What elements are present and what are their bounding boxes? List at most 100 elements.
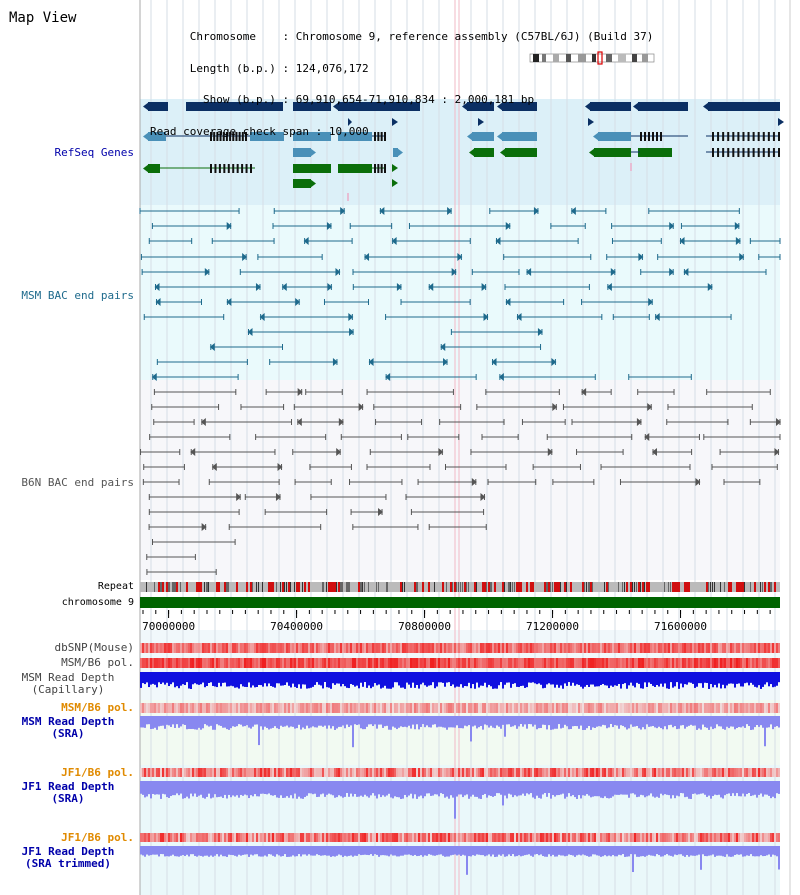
repeat-element bbox=[294, 582, 295, 592]
dbsnp-strip bbox=[588, 643, 590, 653]
track-label-msm-depth-sra[interactable]: MSM Read Depth (SRA) bbox=[2, 716, 134, 740]
msm-bac-pair-arrow bbox=[498, 373, 504, 381]
jf1-depth-sra-bar bbox=[228, 781, 230, 795]
dbsnp-strip bbox=[186, 643, 188, 653]
dbsnp-strip bbox=[154, 643, 156, 653]
jf1-depth-sra-bar bbox=[366, 781, 368, 797]
msm-b6-pol-strip-2 bbox=[362, 703, 364, 713]
track-label-msm-b6-pol-2[interactable]: MSM/B6 pol. bbox=[61, 701, 134, 714]
track-label-jf1-pol-2[interactable]: JF1/B6 pol. bbox=[61, 831, 134, 844]
msm-bac-pair-arrow bbox=[295, 298, 301, 306]
msm-depth-sra-bar bbox=[370, 716, 372, 725]
msm-b6-pol-strip bbox=[354, 658, 356, 668]
gene-exon-tick bbox=[229, 132, 232, 141]
msm-b6-pol-strip-2 bbox=[548, 703, 550, 713]
track-label-jf1-depth-trimmed[interactable]: JF1 Read Depth (SRA trimmed) bbox=[2, 846, 134, 870]
dbsnp-strip bbox=[506, 643, 508, 653]
msm-depth-sra-bar bbox=[752, 716, 754, 730]
jf1-b6-pol-strip-2 bbox=[656, 833, 658, 842]
jf1-b6-pol-strip bbox=[218, 768, 220, 777]
msm-b6-pol-strip bbox=[778, 658, 780, 668]
track-label-msm-depth-capillary[interactable]: MSM Read Depth (Capillary) bbox=[2, 672, 134, 696]
jf1-depth-trimmed-bar bbox=[722, 846, 724, 857]
jf1-b6-pol-strip bbox=[746, 768, 748, 777]
jf1-depth-sra-bar bbox=[268, 781, 270, 794]
repeat-element bbox=[454, 582, 456, 592]
msm-b6-pol-strip bbox=[350, 658, 352, 668]
repeat-element bbox=[494, 582, 496, 592]
msm-depth-capillary-bar bbox=[528, 672, 530, 683]
jf1-b6-pol-strip-2 bbox=[468, 833, 470, 842]
msm-b6-pol-strip bbox=[600, 658, 602, 668]
ideogram-band bbox=[606, 54, 612, 62]
msm-depth-capillary-bar bbox=[686, 672, 688, 685]
jf1-depth-sra-bar bbox=[712, 781, 714, 797]
track-label-msm-bac[interactable]: MSM BAC end pairs bbox=[21, 289, 134, 302]
track-label-jf1-pol-1[interactable]: JF1/B6 pol. bbox=[61, 766, 134, 779]
msm-b6-pol-strip-2 bbox=[336, 703, 338, 713]
track-label-refseq[interactable]: RefSeq Genes bbox=[54, 146, 134, 159]
msm-b6-pol-strip-2 bbox=[226, 703, 228, 713]
msm-b6-pol-strip-2 bbox=[378, 703, 380, 713]
jf1-b6-pol-strip-2 bbox=[446, 833, 448, 842]
msm-depth-sra-bar bbox=[332, 716, 334, 727]
dbsnp-strip bbox=[542, 643, 544, 653]
jf1-depth-sra-bar bbox=[656, 781, 658, 797]
jf1-depth-trimmed-bar bbox=[696, 846, 698, 856]
dbsnp-strip bbox=[470, 643, 472, 653]
jf1-depth-trimmed-bar bbox=[300, 846, 302, 857]
jf1-b6-pol-strip bbox=[508, 768, 510, 777]
dbsnp-strip bbox=[322, 643, 324, 653]
dbsnp-strip bbox=[726, 643, 728, 653]
msm-b6-pol-strip-2 bbox=[344, 703, 346, 713]
msm-b6-pol-strip-2 bbox=[328, 703, 330, 713]
track-label-jf1-depth-sra[interactable]: JF1 Read Depth (SRA) bbox=[2, 781, 134, 805]
jf1-depth-sra-bar bbox=[172, 781, 174, 796]
msm-depth-capillary-bar bbox=[548, 672, 550, 684]
msm-b6-pol-strip-2 bbox=[556, 703, 558, 713]
track-label-repeat[interactable]: Repeat bbox=[97, 581, 134, 592]
msm-depth-capillary-bar bbox=[174, 672, 176, 688]
track-label-msm-b6-pol-1[interactable]: MSM/B6 pol. bbox=[61, 656, 134, 669]
jf1-depth-trimmed-bar bbox=[448, 846, 450, 857]
msm-b6-pol-strip bbox=[660, 658, 662, 668]
msm-depth-sra-bar bbox=[202, 716, 204, 729]
msm-b6-pol-strip bbox=[302, 658, 304, 668]
track-label-dbsnp[interactable]: dbSNP(Mouse) bbox=[54, 641, 134, 654]
axis-tick-label: 70000000 bbox=[142, 620, 195, 633]
jf1-depth-sra-bar bbox=[740, 781, 742, 797]
jf1-depth-trimmed-bar bbox=[778, 846, 780, 870]
msm-depth-sra-line2: (SRA) bbox=[51, 727, 85, 740]
jf1-depth-trimmed-bar bbox=[510, 846, 512, 856]
gene-exon-tick bbox=[722, 148, 725, 157]
jf1-b6-pol-strip bbox=[590, 768, 592, 777]
jf1-b6-pol-strip bbox=[290, 768, 292, 777]
msm-depth-capillary-bar bbox=[162, 672, 164, 683]
dbsnp-strip bbox=[342, 643, 344, 653]
gene-exon bbox=[293, 179, 311, 188]
jf1-b6-pol-strip bbox=[538, 768, 540, 777]
dbsnp-strip bbox=[228, 643, 230, 653]
msm-depth-capillary-bar bbox=[644, 672, 646, 683]
jf1-depth-trimmed-bar bbox=[378, 846, 380, 857]
track-label-b6n-bac[interactable]: B6N BAC end pairs bbox=[21, 476, 134, 489]
msm-depth-capillary-bar bbox=[220, 672, 222, 687]
msm-depth-sra-bar bbox=[168, 716, 170, 726]
msm-b6-pol-strip bbox=[582, 658, 584, 668]
jf1-depth-trimmed-bar bbox=[524, 846, 526, 856]
msm-b6-pol-strip bbox=[686, 658, 688, 668]
track-label-chromosome[interactable]: chromosome 9 bbox=[61, 597, 134, 608]
jf1-depth-trimmed-bar bbox=[340, 846, 342, 856]
jf1-b6-pol-strip bbox=[388, 768, 390, 777]
jf1-b6-pol-strip-2 bbox=[192, 833, 194, 842]
msm-b6-pol-strip-2 bbox=[560, 703, 562, 713]
jf1-depth-sra-bar bbox=[322, 781, 324, 794]
jf1-b6-pol-strip-2 bbox=[582, 833, 584, 842]
msm-b6-pol-strip bbox=[656, 658, 658, 668]
jf1-b6-pol-strip bbox=[436, 768, 438, 777]
jf1-b6-pol-strip-2 bbox=[158, 833, 160, 842]
jf1-b6-pol-strip-2 bbox=[506, 833, 508, 842]
jf1-b6-pol-strip-2 bbox=[716, 833, 718, 842]
msm-depth-capillary-bar bbox=[458, 672, 460, 687]
